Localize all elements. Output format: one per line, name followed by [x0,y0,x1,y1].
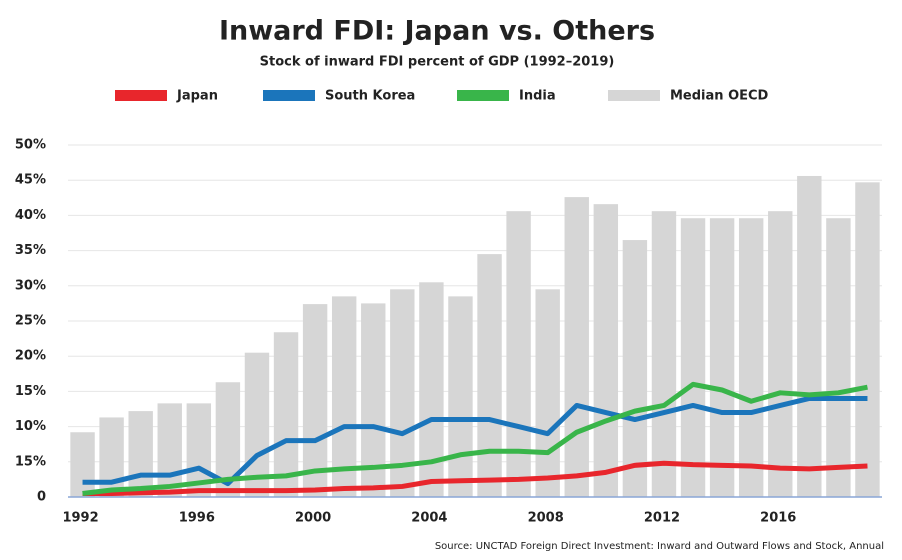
line [82,381,868,496]
bar [622,240,648,498]
legend-swatch [608,90,660,101]
x-tick-label: 2016 [760,511,796,526]
y-tick-label: 25% [15,314,46,329]
y-tick-label: 15% [15,384,46,399]
y-tick-label: 50% [15,138,46,153]
bar [99,417,124,497]
y-tick-label: 0 [37,490,46,505]
y-tick-label: 45% [15,173,46,188]
bar [826,218,851,497]
x-tick-label: 2012 [644,511,680,526]
bar [70,432,95,497]
y-tick-label: 40% [15,208,46,223]
y-tick-label: 20% [15,349,46,364]
legend-label: India [519,89,556,104]
x-tick-label: 1996 [179,511,215,526]
y-tick-label: 30% [15,278,46,293]
bar [244,352,270,497]
line [82,395,868,487]
bar [651,211,677,497]
y-tick-label: 15% [15,454,46,469]
bar [477,254,502,497]
bar [709,218,735,497]
bar [157,403,182,497]
bar [855,182,880,497]
bar [593,204,619,498]
y-tick-label: 35% [15,243,46,258]
bar [768,211,793,497]
legend-swatch [457,90,509,101]
bar [564,197,589,497]
legend-label: Median OECD [670,89,769,104]
legend-swatch [263,90,315,101]
legend-label: South Korea [325,89,415,104]
bar [302,304,328,497]
bar [448,296,473,497]
bar [680,218,706,497]
x-tick-label: 1992 [62,511,98,526]
x-tick-label: 2008 [528,511,564,526]
bar [738,218,764,497]
chart-subtitle: Stock of inward FDI percent of GDP (1992… [260,55,615,70]
bar [273,332,299,497]
line [82,460,868,496]
legend-label: Japan [176,89,218,104]
x-tick-label: 2000 [295,511,331,526]
bar [128,411,153,497]
source: Source: UNCTAD Foreign Direct Investment… [435,541,884,552]
x-tick-label: 2004 [411,511,447,526]
legend-swatch [115,90,167,101]
chart-title: Inward FDI: Japan vs. Others [219,16,655,47]
bar [535,289,560,497]
y-tick-label: 10% [15,419,46,434]
bar [331,296,357,497]
bar [797,175,822,497]
